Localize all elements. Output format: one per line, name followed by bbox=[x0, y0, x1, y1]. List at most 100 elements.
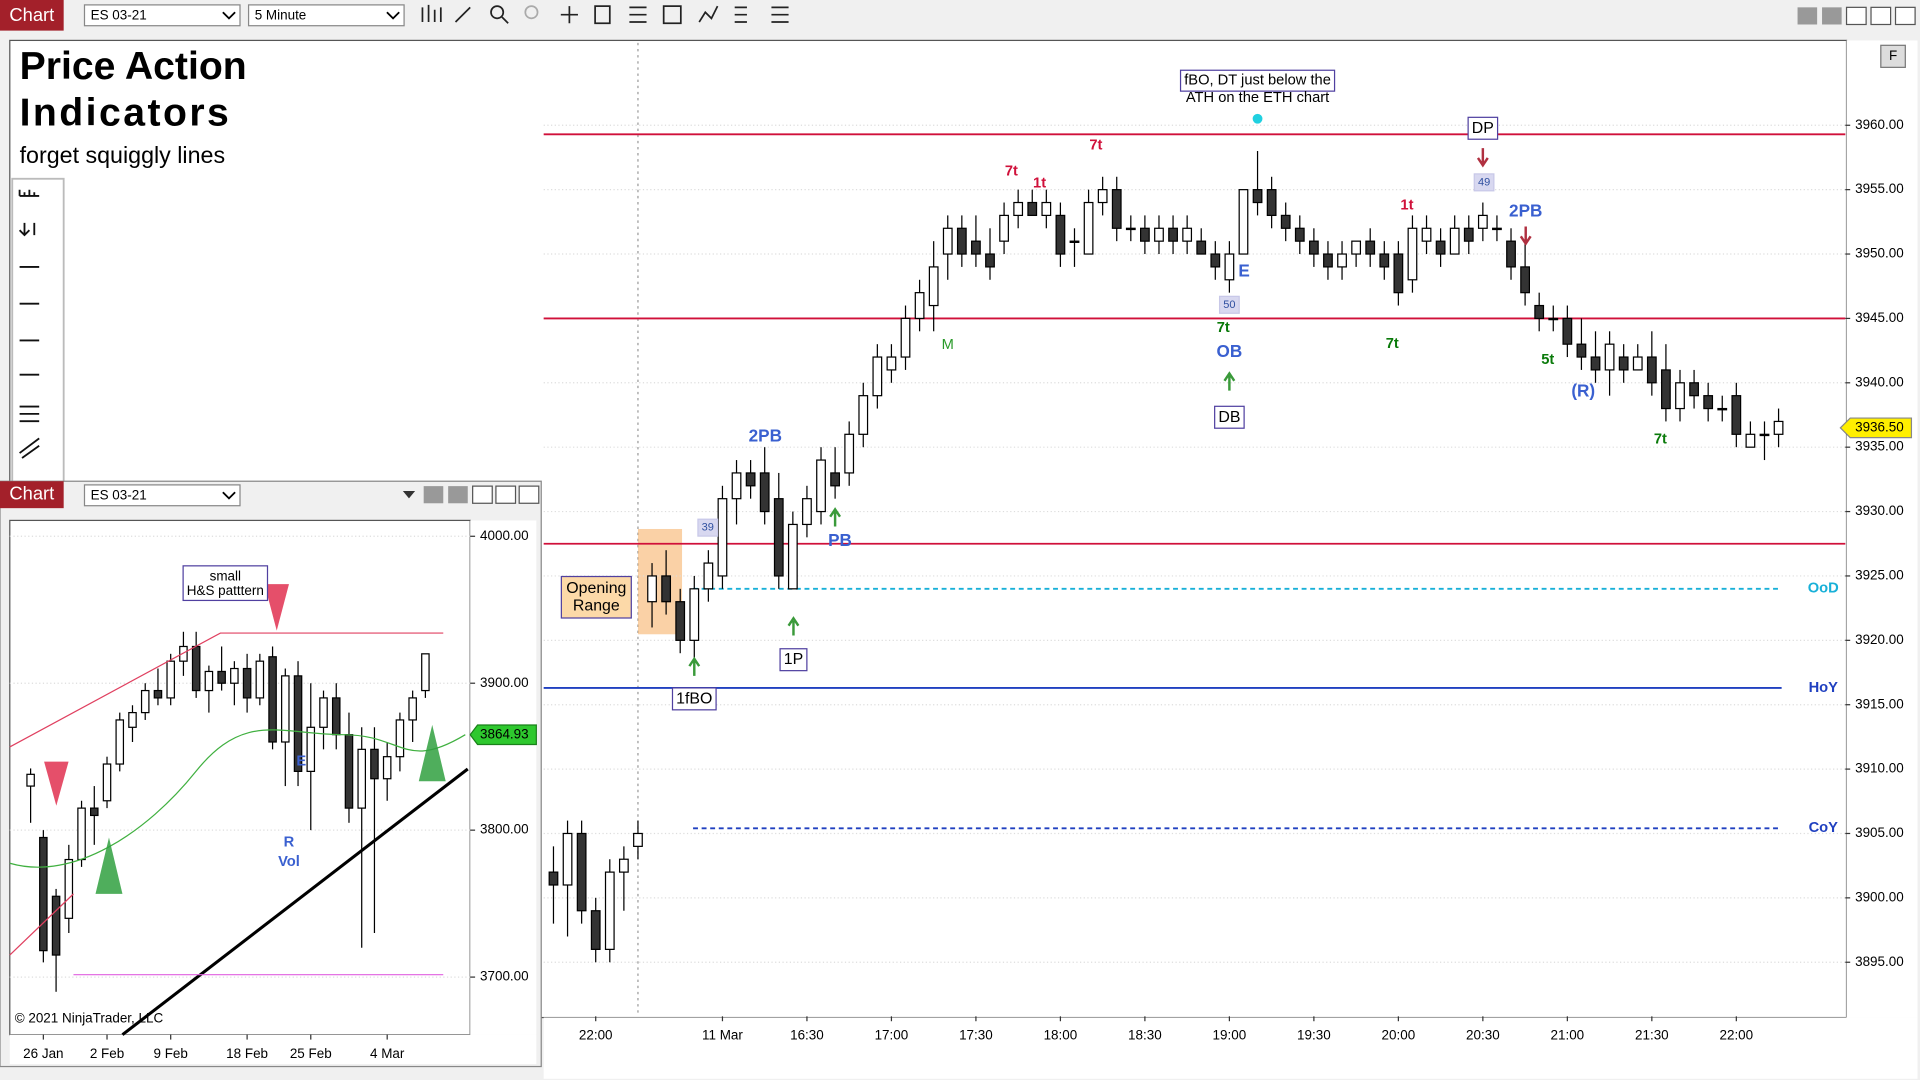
annotation: (R) bbox=[1571, 380, 1595, 400]
candle-body bbox=[255, 660, 265, 699]
y-tick-label: 3950.00 bbox=[1855, 246, 1904, 261]
y-tick-label: 3955.00 bbox=[1855, 181, 1904, 196]
signal-arrow bbox=[829, 507, 842, 527]
candle-body bbox=[204, 670, 214, 692]
candle-body bbox=[1675, 382, 1685, 410]
annotation-box bbox=[560, 575, 632, 619]
annotation-box bbox=[671, 687, 717, 711]
candle-body bbox=[886, 356, 897, 371]
toolbar-icons[interactable] bbox=[421, 4, 789, 25]
candle-body bbox=[1477, 214, 1488, 229]
y-tick-label: 3700.00 bbox=[480, 969, 529, 984]
x-tick-label: 19:30 bbox=[1297, 1027, 1331, 1042]
candle-body bbox=[1182, 227, 1193, 242]
drawing-tools[interactable] bbox=[11, 177, 65, 486]
candle-body bbox=[661, 575, 672, 603]
annotation: 1t bbox=[1033, 176, 1046, 192]
candle-body bbox=[1224, 253, 1235, 281]
annotation: PB bbox=[828, 530, 852, 550]
price-marker-label: 3864.93 bbox=[480, 726, 529, 741]
annotation: 7t bbox=[1386, 336, 1399, 352]
y-tick-label: 3925.00 bbox=[1855, 568, 1904, 583]
candle-body bbox=[1294, 227, 1305, 242]
candle-body bbox=[128, 711, 137, 728]
x-tick-label: 22:00 bbox=[1719, 1027, 1753, 1042]
annotation: 7t bbox=[1217, 320, 1230, 336]
x-tick-label: 19:00 bbox=[1213, 1027, 1247, 1042]
candle-body bbox=[230, 667, 239, 684]
x-tick-label: 20:00 bbox=[1382, 1027, 1416, 1042]
annotation-box bbox=[1214, 405, 1245, 429]
tab-label[interactable]: Chart bbox=[9, 4, 54, 25]
candle-body bbox=[1520, 266, 1530, 294]
opening-range bbox=[637, 528, 683, 635]
annotation: R bbox=[284, 834, 295, 850]
button[interactable] bbox=[1870, 6, 1892, 26]
candle-body bbox=[1379, 253, 1390, 268]
button[interactable] bbox=[1894, 6, 1916, 26]
annotation: 2PB bbox=[749, 426, 782, 446]
candle-body bbox=[39, 836, 48, 952]
candle-body bbox=[999, 214, 1009, 242]
annotation: Vol bbox=[278, 854, 300, 870]
candle-body bbox=[1280, 214, 1291, 229]
candle-body bbox=[1506, 240, 1516, 268]
triangle bbox=[44, 761, 69, 806]
candle-body bbox=[1125, 227, 1136, 231]
candle-body bbox=[1717, 407, 1728, 411]
signal-arrow bbox=[688, 656, 701, 676]
instrument-text[interactable]: ES 03-21 bbox=[91, 7, 147, 22]
signal-dot bbox=[1252, 113, 1263, 124]
candle-body bbox=[647, 575, 657, 603]
annotation: OB bbox=[1217, 341, 1243, 361]
triangle bbox=[95, 837, 123, 894]
annotation: DP bbox=[1472, 120, 1494, 137]
candle-body bbox=[268, 656, 277, 743]
candle-body bbox=[344, 734, 354, 809]
annotation: Range bbox=[573, 597, 620, 614]
f-label[interactable]: F bbox=[1889, 48, 1897, 63]
level-label: CoY bbox=[1809, 820, 1839, 836]
y-tick-label: 3900.00 bbox=[1855, 889, 1904, 904]
interval-text[interactable]: 5 Minute bbox=[255, 7, 307, 22]
candle-body bbox=[604, 871, 615, 950]
button[interactable] bbox=[1822, 7, 1842, 25]
subtitle: forget squiggly lines bbox=[20, 142, 225, 168]
candle-body bbox=[1661, 369, 1671, 410]
candle-body bbox=[1097, 189, 1108, 204]
annotation-box bbox=[697, 518, 719, 537]
price-axis bbox=[1846, 40, 1918, 1018]
inset-tab[interactable]: Chart bbox=[9, 483, 54, 504]
annotation-box bbox=[1179, 69, 1336, 92]
trend-line bbox=[121, 767, 469, 1036]
candle-body bbox=[1703, 395, 1714, 410]
instrument-select[interactable] bbox=[83, 4, 241, 27]
candle-body bbox=[1421, 227, 1432, 242]
candle-body bbox=[717, 498, 728, 577]
inset-instrument[interactable]: ES 03-21 bbox=[91, 487, 147, 502]
candle-body bbox=[77, 807, 86, 861]
candle-body bbox=[1773, 420, 1784, 435]
tab[interactable] bbox=[0, 0, 64, 31]
candle-body bbox=[242, 667, 252, 699]
x-tick-label: 9 Feb bbox=[153, 1046, 187, 1061]
annotation: small bbox=[210, 568, 241, 583]
candle-body bbox=[956, 227, 967, 255]
candle-body bbox=[1238, 189, 1249, 255]
candle-body bbox=[1337, 253, 1347, 268]
button[interactable] bbox=[1797, 7, 1818, 25]
y-tick-label: 3910.00 bbox=[1855, 761, 1904, 776]
interval-select[interactable] bbox=[247, 4, 405, 27]
annotation-box bbox=[1473, 173, 1495, 192]
candle-body bbox=[1618, 356, 1629, 371]
candle-body bbox=[816, 459, 826, 513]
candle-body bbox=[90, 807, 99, 817]
candle-body bbox=[731, 472, 742, 500]
window-buttons[interactable] bbox=[1797, 6, 1916, 26]
button[interactable] bbox=[1845, 6, 1867, 26]
level-label: OoD bbox=[1808, 581, 1839, 597]
candle-body bbox=[1196, 240, 1207, 255]
inset-chart: 3700.00 3800.00 3900.00 4000.00 26 Jan 2 Feb 9… bbox=[9, 528, 537, 1061]
f-button[interactable] bbox=[1880, 44, 1906, 68]
